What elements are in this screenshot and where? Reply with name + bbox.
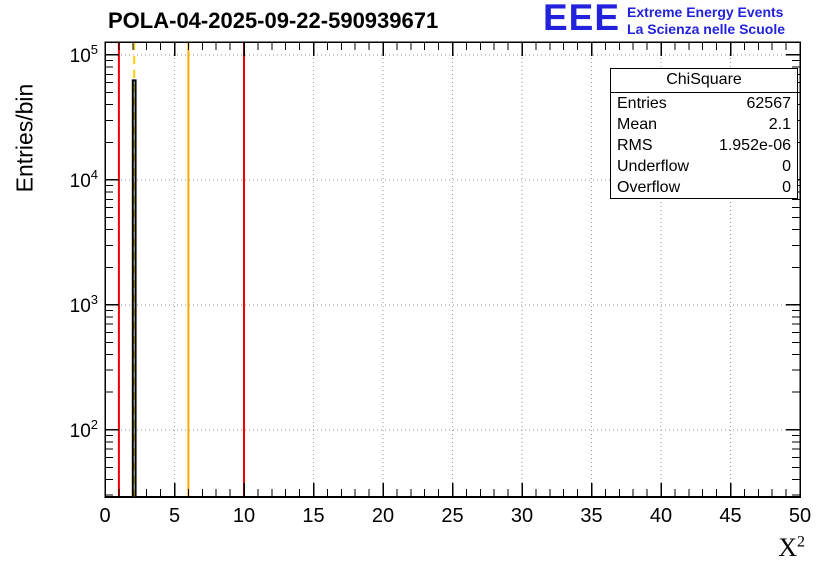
stats-row-value: 0 — [782, 158, 791, 175]
stats-row-value: 2.1 — [768, 116, 791, 133]
y-tick-label: 103 — [70, 292, 98, 317]
x-tick-label: 0 — [99, 505, 110, 527]
x-tick-label: 35 — [580, 505, 602, 527]
stats-row-label: Underflow — [617, 158, 690, 175]
eee-logo-line2: La Scienza nelle Scuole — [627, 20, 785, 37]
eee-logo-lines: Extreme Energy Events La Scienza nelle S… — [627, 2, 785, 38]
x-tick-label: 5 — [169, 505, 180, 527]
y-tick-label: 104 — [70, 167, 98, 192]
stats-row-value: 62567 — [746, 95, 792, 112]
x-tick-label: 45 — [719, 505, 741, 527]
eee-logo-line1: Extreme Energy Events — [627, 4, 784, 20]
stats-box: ChiSquare Entries 62567 Mean 2.1 RMS 1.952e-0… — [610, 68, 798, 199]
stats-row: Entries 62567 — [611, 93, 797, 114]
stats-row: Mean 2.1 — [611, 114, 797, 135]
x-tick-label: 40 — [650, 505, 672, 527]
x-tick-label: 25 — [441, 505, 463, 527]
stats-row-label: RMS — [617, 137, 653, 154]
stats-row-value: 1.952e-06 — [718, 137, 791, 154]
x-tick-label: 50 — [789, 505, 811, 527]
stats-row-label: Entries — [617, 95, 667, 112]
stats-row-value: 0 — [782, 179, 791, 196]
y-tick-label: 102 — [70, 417, 98, 442]
stats-row-label: Overflow — [617, 179, 681, 196]
stats-row: Overflow 0 — [611, 177, 797, 198]
x-tick-label: 15 — [302, 505, 324, 527]
x-axis-label: X2 — [778, 533, 805, 563]
y-tick-label: 105 — [70, 42, 98, 67]
eee-logo-text: EEE — [543, 0, 621, 38]
y-axis-label: Entries/bin — [11, 83, 38, 193]
x-axis-label-exponent: 2 — [797, 533, 805, 551]
x-tick-label: 10 — [233, 505, 255, 527]
stats-rows: Entries 62567 Mean 2.1 RMS 1.952e-06 Underflow… — [611, 93, 797, 198]
stats-row: RMS 1.952e-06 — [611, 135, 797, 156]
stats-row: Underflow 0 — [611, 156, 797, 177]
chart-title: POLA-04-2025-09-22-590939671 — [108, 8, 439, 33]
x-tick-label: 30 — [511, 505, 533, 527]
stats-row-label: Mean — [617, 116, 658, 133]
stats-title: ChiSquare — [611, 69, 797, 93]
eee-logo: EEE Extreme Energy Events La Scienza nel… — [543, 0, 785, 38]
x-axis-label-base: X — [778, 533, 797, 562]
x-tick-label: 20 — [372, 505, 394, 527]
